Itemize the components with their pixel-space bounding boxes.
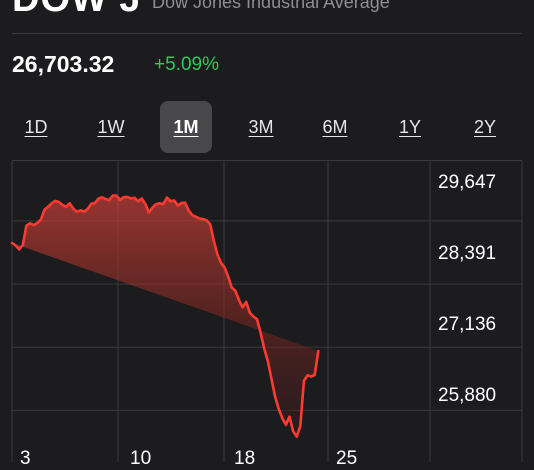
- current-price: 26,703.32: [12, 51, 115, 77]
- y-axis-label: 29,647: [438, 172, 497, 193]
- y-axis-label: 28,391: [438, 243, 497, 264]
- symbol-title: DOW J: [12, 0, 142, 21]
- percent-change: +5.09%: [154, 54, 219, 75]
- range-tab-1y[interactable]: 1Y: [398, 116, 422, 137]
- y-axis-label: 25,880: [438, 385, 497, 406]
- x-axis-label: 18: [234, 448, 256, 469]
- chart-scrub-area[interactable]: [12, 161, 428, 462]
- range-tab-1m[interactable]: 1M: [160, 101, 212, 153]
- x-axis-label: 25: [336, 448, 358, 469]
- header-divider: [12, 33, 522, 34]
- index-name: Dow Jones Industrial Average: [152, 0, 390, 12]
- x-axis-label: 10: [130, 448, 152, 469]
- range-tab-1w[interactable]: 1W: [97, 116, 125, 137]
- range-tab-2y[interactable]: 2Y: [473, 116, 497, 137]
- chart-top-divider: [12, 160, 522, 161]
- chart-area-fill: [12, 195, 319, 437]
- range-tab-6m[interactable]: 6M: [322, 116, 348, 137]
- range-tab-3m[interactable]: 3M: [248, 116, 274, 137]
- chart-price-line: [10, 194, 320, 438]
- x-axis-label: 3: [20, 448, 31, 469]
- range-tab-1d[interactable]: 1D: [24, 116, 48, 137]
- y-axis-label: 27,136: [438, 314, 497, 335]
